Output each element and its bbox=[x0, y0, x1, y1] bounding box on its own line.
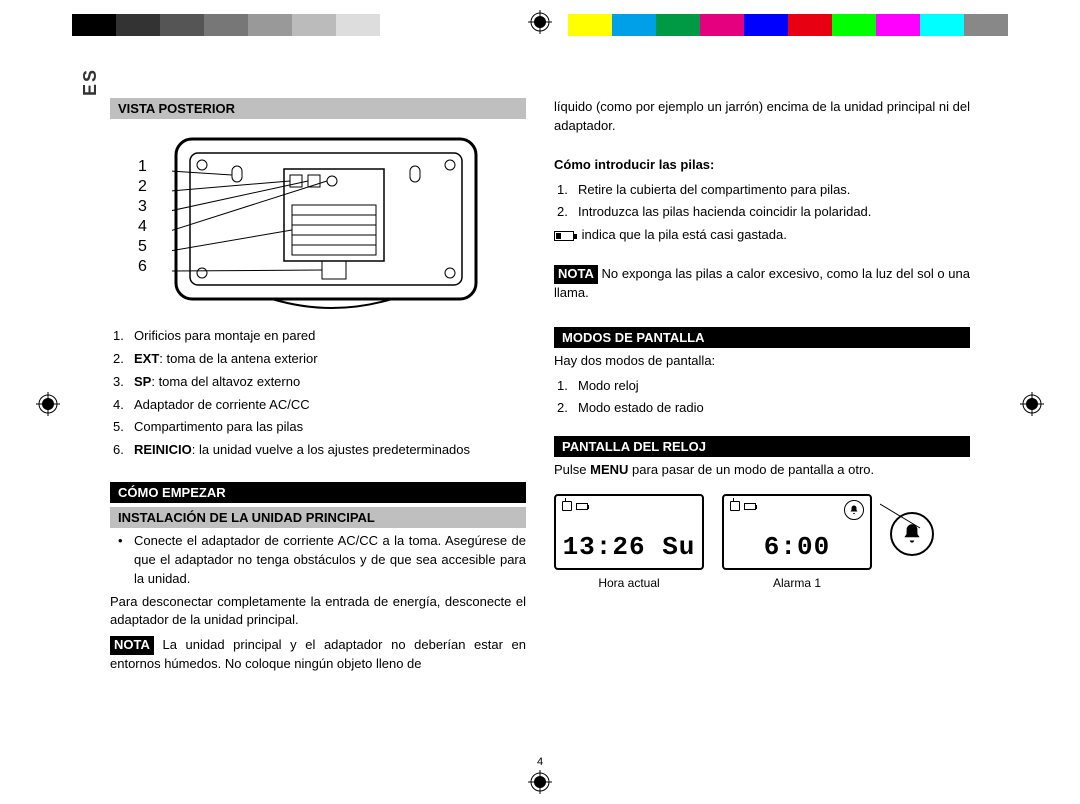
colorbar-seg bbox=[876, 14, 920, 36]
rear-diagram-numbers: 123456 bbox=[138, 157, 147, 277]
modes-intro: Hay dos modos de pantalla: bbox=[554, 352, 970, 371]
colorbar-seg bbox=[700, 14, 744, 36]
heading-install: INSTALACIÓN DE LA UNIDAD PRINCIPAL bbox=[110, 507, 526, 528]
battery-step: Introduzca las pilas hacienda coincidir … bbox=[554, 203, 970, 222]
mode-item: Modo reloj bbox=[554, 377, 970, 396]
clock-para-pre: Pulse bbox=[554, 462, 590, 477]
rear-number: 3 bbox=[138, 197, 147, 217]
reg-mark-right bbox=[1020, 392, 1044, 416]
rear-list-item: EXT: toma de la antena exterior bbox=[110, 350, 526, 369]
nota-badge: NOTA bbox=[110, 636, 154, 655]
mini-battery-icon bbox=[576, 503, 588, 510]
rear-view-list: Orificios para montaje en pared EXT: toma… bbox=[110, 327, 526, 460]
page-content: VISTA POSTERIOR 123456 bbox=[110, 98, 970, 680]
nota-1: NOTA La unidad principal y el adaptador … bbox=[110, 636, 526, 674]
mini-battery-icon-2 bbox=[744, 503, 756, 510]
lcd-box-1: 13:26 Su Hora actual bbox=[554, 494, 704, 590]
disconnect-paragraph: Para desconectar completamente la entrad… bbox=[110, 593, 526, 631]
heading-rear-view: VISTA POSTERIOR bbox=[110, 98, 526, 119]
colorbar-seg bbox=[656, 14, 700, 36]
lcd-box-2: 6:00 Alarma 1 bbox=[722, 494, 872, 590]
reg-mark-left bbox=[36, 392, 60, 416]
rear-list-item: Orificios para montaje en pared bbox=[110, 327, 526, 346]
rear-diagram-svg bbox=[172, 135, 492, 311]
install-bullet-list: Conecte el adaptador de corriente AC/CC … bbox=[110, 532, 526, 589]
nota-1-text: La unidad principal y el adaptador no de… bbox=[110, 637, 526, 671]
clock-para-bold: MENU bbox=[590, 462, 628, 477]
colorbar-seg bbox=[160, 14, 204, 36]
rear-list-item: SP: toma del altavoz externo bbox=[110, 373, 526, 392]
heading-display-modes: MODOS DE PANTALLA bbox=[554, 327, 970, 348]
install-bullet: Conecte el adaptador de corriente AC/CC … bbox=[110, 532, 526, 589]
rear-list-item: REINICIO: la unidad vuelve a los ajustes… bbox=[110, 441, 526, 460]
colorbar-seg bbox=[568, 14, 612, 36]
colorbar-seg bbox=[116, 14, 160, 36]
colorbar-seg bbox=[204, 14, 248, 36]
alarm-bell-small-icon bbox=[844, 500, 864, 520]
colorbar-seg bbox=[920, 14, 964, 36]
lcd-1-time: 13:26 Su bbox=[556, 532, 702, 562]
rear-number: 1 bbox=[138, 157, 147, 177]
clock-para-post: para pasar de un modo de pantalla a otro… bbox=[628, 462, 874, 477]
clock-diagram-row: 13:26 Su Hora actual 6:00 Alarma 1 bbox=[554, 494, 970, 590]
lcd-1-caption: Hora actual bbox=[554, 576, 704, 590]
battery-low-text: indica que la pila está casi gastada. bbox=[578, 227, 787, 242]
right-column: líquido (como por ejemplo un jarrón) enc… bbox=[554, 98, 970, 680]
signal-icon bbox=[562, 501, 572, 511]
clock-instruction: Pulse MENU para pasar de un modo de pant… bbox=[554, 461, 970, 480]
rear-number: 5 bbox=[138, 237, 147, 257]
colorbar-seg bbox=[336, 14, 380, 36]
colorbar-seg bbox=[744, 14, 788, 36]
battery-low-icon bbox=[554, 231, 574, 241]
colorbar-seg bbox=[292, 14, 336, 36]
colorbar-seg bbox=[788, 14, 832, 36]
nota-badge-2: NOTA bbox=[554, 265, 598, 284]
alarm-bell-large-icon bbox=[890, 512, 934, 556]
battery-steps: Retire la cubierta del compartimento par… bbox=[554, 181, 970, 223]
rear-view-diagram: 123456 bbox=[110, 125, 526, 315]
colorbar-seg bbox=[964, 14, 1008, 36]
heading-clock-display: PANTALLA DEL RELOJ bbox=[554, 436, 970, 457]
colorbar-seg bbox=[612, 14, 656, 36]
rear-number: 2 bbox=[138, 177, 147, 197]
rear-number: 6 bbox=[138, 257, 147, 277]
rear-list-item: Adaptador de corriente AC/CC bbox=[110, 396, 526, 415]
mode-item: Modo estado de radio bbox=[554, 399, 970, 418]
language-tab: ES bbox=[80, 68, 101, 96]
modes-list: Modo reloj Modo estado de radio bbox=[554, 377, 970, 419]
rear-number: 4 bbox=[138, 217, 147, 237]
nota-2: NOTA No exponga las pilas a calor excesi… bbox=[554, 265, 970, 303]
top-continuation: líquido (como por ejemplo un jarrón) enc… bbox=[554, 98, 970, 136]
battery-step: Retire la cubierta del compartimento par… bbox=[554, 181, 970, 200]
colorbar-seg bbox=[380, 14, 424, 36]
page-number: 4 bbox=[537, 756, 543, 768]
print-color-bar bbox=[72, 14, 1008, 36]
lcd-2-time: 6:00 bbox=[724, 532, 870, 562]
colorbar-seg bbox=[832, 14, 876, 36]
colorbar-seg bbox=[248, 14, 292, 36]
battery-heading: Cómo introducir las pilas: bbox=[554, 156, 970, 175]
nota-2-text: No exponga las pilas a calor excesivo, c… bbox=[554, 266, 970, 300]
heading-getting-started: CÓMO EMPEZAR bbox=[110, 482, 526, 503]
reg-mark-bottom bbox=[528, 770, 552, 794]
colorbar-seg bbox=[72, 14, 116, 36]
rear-list-item: Compartimento para las pilas bbox=[110, 418, 526, 437]
signal-icon-2 bbox=[730, 501, 740, 511]
left-column: VISTA POSTERIOR 123456 bbox=[110, 98, 526, 680]
battery-low-line: indica que la pila está casi gastada. bbox=[554, 226, 970, 245]
lcd-2-caption: Alarma 1 bbox=[722, 576, 872, 590]
